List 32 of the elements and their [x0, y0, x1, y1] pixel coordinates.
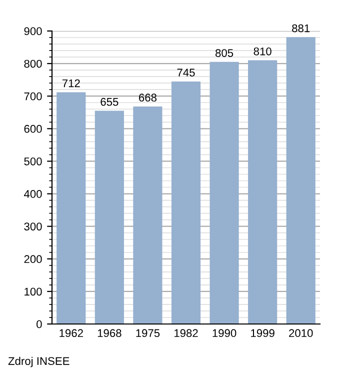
bar	[56, 92, 86, 324]
y-tick-label: 900	[24, 27, 42, 36]
bar	[210, 62, 239, 324]
data-label: 810	[254, 47, 272, 56]
y-tick-label: 100	[24, 288, 42, 296]
data-label: 881	[292, 24, 310, 32]
x-tick-label: 1975	[136, 329, 160, 338]
bar	[94, 110, 124, 324]
x-tick-label: 1968	[98, 329, 122, 338]
x-tick-label: 1962	[60, 329, 83, 338]
y-tick-label: 0	[36, 320, 42, 328]
x-tick-label: 1990	[212, 329, 236, 338]
data-label: 712	[62, 79, 80, 88]
bar	[133, 106, 162, 324]
data-label: 655	[100, 98, 118, 106]
data-label: 805	[216, 49, 234, 57]
y-tick-label: 400	[24, 190, 42, 198]
y-tick-label: 600	[24, 124, 42, 133]
x-tick-label: 1982	[174, 329, 198, 338]
bar	[248, 60, 278, 324]
y-tick-label: 700	[24, 92, 42, 100]
y-tick-label: 200	[24, 255, 42, 264]
y-tick-label: 500	[24, 157, 42, 166]
x-tick-label: 1999	[251, 329, 274, 338]
y-tick-label: 300	[24, 222, 42, 230]
bar	[171, 81, 201, 324]
y-tick-label: 800	[24, 60, 42, 68]
x-tick-label: 2010	[289, 329, 313, 338]
text: Zdroj INSEE	[8, 356, 70, 368]
data-label: 668	[139, 94, 156, 102]
bar	[286, 37, 316, 324]
data-label: 745	[177, 68, 195, 76]
